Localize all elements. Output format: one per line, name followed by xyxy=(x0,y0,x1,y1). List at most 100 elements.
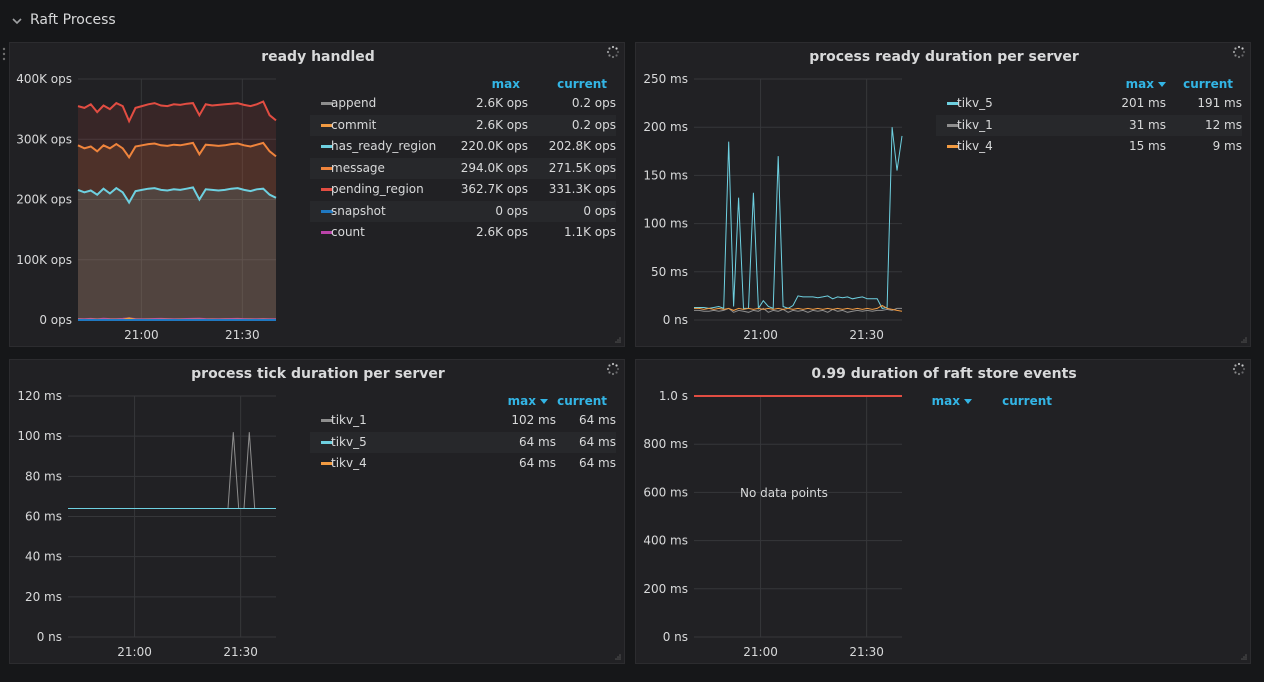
series-line-has_ready_region[interactable] xyxy=(77,186,277,205)
legend-item-append[interactable]: append 2.6K ops 0.2 ops xyxy=(310,93,616,114)
panel-title[interactable]: process ready duration per server xyxy=(809,49,1079,65)
legend-max-value: 2.6K ops xyxy=(476,225,528,239)
chart-area[interactable]: 400K ops 300K ops 200K ops 100K ops 0 ops 21:… xyxy=(10,43,626,348)
legend-header-current[interactable]: current xyxy=(1002,394,1052,408)
legend-max-value: 362.7K ops xyxy=(460,182,528,196)
x-tick-label: 21:30 xyxy=(849,328,884,342)
legend-item-tikv_1[interactable]: tikv_1 31 ms 12 ms xyxy=(936,114,1242,136)
x-tick-label: 21:30 xyxy=(225,328,260,342)
legend-header-max-label: max xyxy=(507,394,536,408)
legend-header-max[interactable]: max xyxy=(492,77,520,95)
y-tick-label: 100K ops xyxy=(16,253,72,267)
legend-series-name: commit xyxy=(331,117,377,132)
panel-ready-handled: ready handled 400K ops 300K ops 200K ops 10… xyxy=(2,42,626,348)
legend-header-current[interactable]: current xyxy=(557,394,607,408)
legend-item-tikv_4[interactable]: tikv_4 64 ms 64 ms xyxy=(310,453,616,474)
legend-series-name: tikv_1 xyxy=(957,117,993,132)
legend-item-count[interactable]: count 2.6K ops 1.1K ops xyxy=(310,222,616,243)
legend-swatch-icon xyxy=(321,462,333,465)
legend-swatch-icon xyxy=(321,231,333,234)
y-tick-label: 250 ms xyxy=(643,72,688,86)
x-tick-label: 21:00 xyxy=(117,645,152,659)
row-header[interactable]: Raft Process xyxy=(0,0,1264,42)
legend-item-tikv_4[interactable]: tikv_4 15 ms 9 ms xyxy=(936,136,1242,157)
panel-title[interactable]: ready handled xyxy=(261,49,375,65)
y-tick-label: 0 ns xyxy=(663,630,688,644)
legend-item-commit[interactable]: commit 2.6K ops 0.2 ops xyxy=(310,114,616,136)
legend-item-tikv_1[interactable]: tikv_1 102 ms 64 ms xyxy=(310,410,616,431)
series-area-has_ready_region xyxy=(78,187,276,320)
series-line-pending_region[interactable] xyxy=(77,100,277,124)
legend-current-value: 64 ms xyxy=(578,413,616,427)
legend-swatch-icon xyxy=(321,145,333,148)
y-tick-label: 200 ms xyxy=(643,120,688,134)
panel-title[interactable]: process tick duration per server xyxy=(191,366,445,382)
legend-current-value: 0.2 ops xyxy=(571,96,616,110)
legend-max-value: 294.0K ops xyxy=(460,160,528,175)
legend-swatch-icon xyxy=(947,123,959,127)
legend-header-current[interactable]: current xyxy=(557,77,607,91)
series-line-tikv_4[interactable] xyxy=(694,304,903,312)
resize-handle-icon[interactable] xyxy=(614,653,622,661)
legend-current-value: 331.3K ops xyxy=(548,182,616,196)
resize-handle-icon[interactable] xyxy=(1240,336,1248,344)
legend-swatch-icon xyxy=(321,419,333,422)
x-tick-label: 21:00 xyxy=(743,328,778,342)
legend-current-value: 9 ms xyxy=(1212,139,1242,153)
legend-max-value: 102 ms xyxy=(511,413,556,427)
legend-series-name: tikv_5 xyxy=(331,434,367,449)
drag-handle-icon[interactable] xyxy=(2,47,6,63)
legend-current-value: 64 ms xyxy=(578,434,616,449)
legend-item-snapshot[interactable]: snapshot 0 ops 0 ops xyxy=(310,200,616,222)
legend-current-value: 271.5K ops xyxy=(548,160,616,175)
row-title: Raft Process xyxy=(30,12,116,28)
legend-current-value: 64 ms xyxy=(578,456,616,470)
y-tick-label: 120 ms xyxy=(17,389,62,403)
y-tick-label: 20 ms xyxy=(25,590,62,604)
legend-series-name: tikv_4 xyxy=(957,139,993,153)
legend-item-message[interactable]: message 294.0K ops 271.5K ops xyxy=(310,157,616,179)
chevron-down-icon[interactable] xyxy=(11,15,23,27)
legend-max-value: 15 ms xyxy=(1128,139,1166,153)
legend-current-value: 12 ms xyxy=(1204,117,1242,132)
legend-item-has_ready_region[interactable]: has_ready_region 220.0K ops 202.8K ops xyxy=(310,136,616,157)
series-line-message[interactable] xyxy=(77,141,277,160)
chart-area[interactable]: 120 ms 100 ms 80 ms 60 ms 40 ms 20 ms 0 ns 21:0… xyxy=(10,360,626,665)
x-tick-label: 21:00 xyxy=(743,645,778,659)
legend: max current tikv_5 201 ms 191 ms tikv_1 31 ms 1… xyxy=(936,77,1242,277)
no-data-message: No data points xyxy=(740,486,828,500)
y-tick-label: 0 ops xyxy=(39,313,72,327)
legend: max current append 2.6K ops 0.2 ops commit 2.6… xyxy=(310,77,616,277)
legend-swatch-icon xyxy=(321,188,333,191)
legend-header-max[interactable]: max xyxy=(1126,77,1166,95)
series-line-tikv_5[interactable] xyxy=(694,127,903,311)
sort-caret-icon xyxy=(1158,82,1166,87)
legend-item-tikv_5[interactable]: tikv_5 64 ms 64 ms xyxy=(310,431,616,453)
legend-header-max[interactable]: max xyxy=(508,394,548,412)
y-tick-label: 400K ops xyxy=(16,72,72,86)
chart-area[interactable]: 250 ms 200 ms 150 ms 100 ms 50 ms 0 ns 21:00 21… xyxy=(636,43,1252,348)
y-tick-label: 0 ns xyxy=(663,313,688,327)
loading-spinner-icon xyxy=(606,45,620,59)
series-line-tikv_1[interactable] xyxy=(68,432,276,509)
legend: max current xyxy=(932,394,1254,594)
y-tick-label: 600 ms xyxy=(643,485,688,499)
resize-handle-icon[interactable] xyxy=(614,336,622,344)
legend-header-current[interactable]: current xyxy=(1183,77,1233,91)
legend-series-name: snapshot xyxy=(331,203,386,218)
legend-series-name: tikv_4 xyxy=(331,456,367,470)
loading-spinner-icon xyxy=(1232,45,1246,59)
x-tick-label: 21:30 xyxy=(849,645,884,659)
legend-item-tikv_5[interactable]: tikv_5 201 ms 191 ms xyxy=(936,93,1242,114)
legend-series-name: count xyxy=(331,225,365,239)
panel-title[interactable]: 0.99 duration of raft store events xyxy=(811,366,1077,382)
y-tick-label: 0 ns xyxy=(37,630,62,644)
resize-handle-icon[interactable] xyxy=(1240,653,1248,661)
y-tick-label: 100 ms xyxy=(17,429,62,443)
legend-header-max[interactable]: max xyxy=(932,394,972,412)
chart-area[interactable]: 1.0 s 800 ms 600 ms 400 ms 200 ms 0 ns 21:00 21… xyxy=(636,360,1252,665)
legend-max-value: 2.6K ops xyxy=(476,117,528,132)
legend-max-value: 64 ms xyxy=(518,456,556,470)
legend-item-pending_region[interactable]: pending_region 362.7K ops 331.3K ops xyxy=(310,179,616,200)
y-tick-label: 100 ms xyxy=(643,217,688,231)
